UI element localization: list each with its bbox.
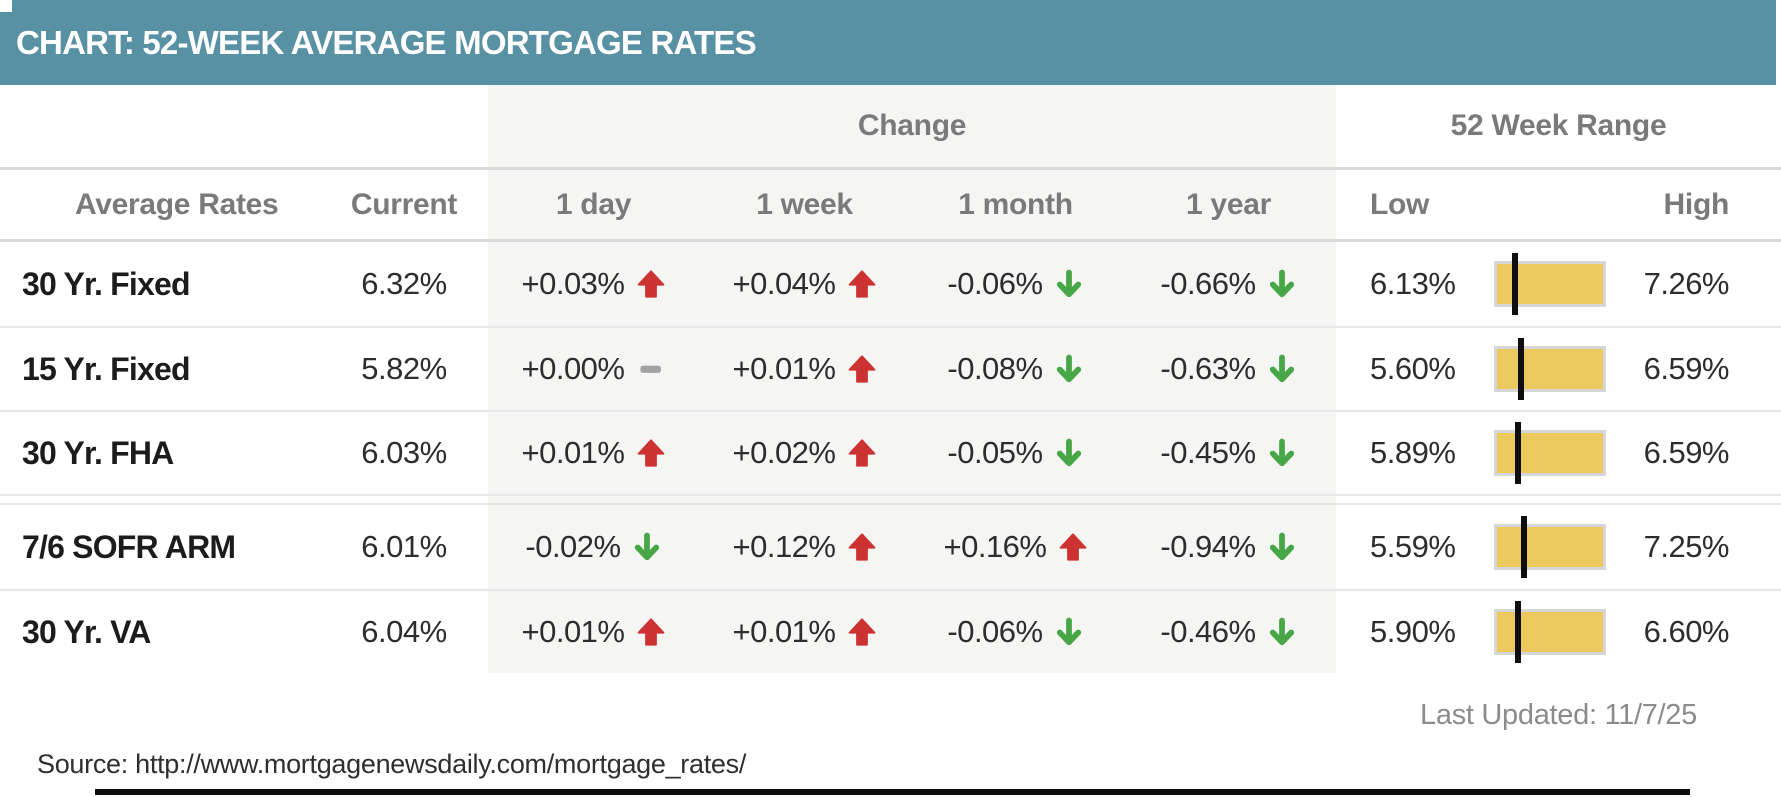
rate-name: 30 Yr. Fixed [22,265,191,302]
down-arrow-icon [1267,354,1297,384]
change-1month-value: -0.05% [947,435,1043,470]
current-value: 6.01% [361,529,447,564]
change-1week-value: +0.02% [732,435,836,470]
change-1day-value: +0.01% [521,435,625,470]
last-updated: Last Updated: 11/7/25 [1420,699,1697,731]
current-value: 6.04% [361,614,447,649]
down-arrow-icon [1267,438,1297,468]
current-value: 5.82% [361,351,447,386]
change-1day-value: +0.00% [521,351,625,386]
down-arrow-icon [1054,269,1084,299]
high-value: 6.59% [1643,435,1730,470]
range-bar [1494,338,1606,400]
col-header-current: Current [350,187,458,221]
table-row-15yr-fixed: 15 Yr. Fixed 5.82% +0.00% +0.01% -0.08% … [0,326,1781,410]
change-1month-value: -0.08% [947,351,1043,386]
down-arrow-icon [1267,617,1297,647]
group-header-row: Change 52 Week Range [0,85,1781,170]
current-value: 6.03% [361,435,447,470]
page-title: CHART: 52-WEEK AVERAGE MORTGAGE RATES [16,23,757,61]
change-1day-value: -0.02% [525,529,621,564]
current-rate-marker [1517,338,1524,400]
corner-notch [0,0,12,12]
low-value: 6.13% [1370,266,1456,301]
down-arrow-icon [632,532,662,562]
change-1year-value: -0.63% [1160,351,1256,386]
high-value: 6.59% [1643,351,1730,386]
up-arrow-icon [847,354,877,384]
up-arrow-icon [847,617,877,647]
col-header-1year: 1 year [1121,170,1336,239]
change-1week-value: +0.12% [732,529,836,564]
high-value: 7.26% [1643,266,1730,301]
bottom-border-strip [95,789,1690,795]
table-row-30yr-fha: 30 Yr. FHA 6.03% +0.01% +0.02% -0.05% -0… [0,410,1781,494]
col-header-high: High [1663,187,1730,221]
col-header-low: Low [1370,187,1430,221]
current-rate-marker [1520,516,1527,578]
down-arrow-icon [1267,269,1297,299]
low-value: 5.90% [1370,614,1456,649]
down-arrow-icon [1054,354,1084,384]
rate-name: 30 Yr. FHA [22,434,174,471]
column-header-row: Average Rates Current 1 day 1 week 1 mon… [0,170,1781,242]
col-header-range-bar [1480,170,1620,239]
section-divider [0,494,1781,505]
change-1month-value: -0.06% [947,266,1043,301]
current-rate-marker [1511,253,1518,315]
current-value: 6.32% [361,266,447,301]
low-value: 5.89% [1370,435,1456,470]
up-arrow-icon [847,532,877,562]
rate-name: 30 Yr. VA [22,613,151,650]
change-1week-value: +0.01% [732,614,836,649]
rate-name: 7/6 SOFR ARM [22,528,236,565]
low-value: 5.60% [1370,351,1456,386]
current-rate-marker [1515,601,1522,663]
table-row-30yr-fixed: 30 Yr. Fixed 6.32% +0.03% +0.04% -0.06% … [0,242,1781,326]
table-row-76-sofr-arm: 7/6 SOFR ARM 6.01% -0.02% +0.12% +0.16% … [0,505,1781,589]
range-bar [1494,422,1606,484]
change-1week-value: +0.01% [732,351,836,386]
source-note: Source: http://www.mortgagenewsdaily.com… [37,749,747,779]
change-1week-value: +0.04% [732,266,836,301]
change-1year-value: -0.66% [1160,266,1256,301]
change-1year-value: -0.45% [1160,435,1256,470]
col-header-1month: 1 month [910,170,1121,239]
range-bar [1494,516,1606,578]
change-1day-value: +0.01% [521,614,625,649]
change-1month-value: +0.16% [943,529,1047,564]
high-value: 6.60% [1643,614,1730,649]
up-arrow-icon [847,438,877,468]
change-1month-value: -0.06% [947,614,1043,649]
flat-dash-icon [636,354,666,384]
col-header-1day: 1 day [488,170,699,239]
col-header-1week: 1 week [699,170,910,239]
low-value: 5.59% [1370,529,1456,564]
group-header-change: Change [488,85,1336,167]
up-arrow-icon [636,617,666,647]
group-header-range: 52 Week Range [1450,109,1667,142]
down-arrow-icon [1267,532,1297,562]
down-arrow-icon [1054,617,1084,647]
current-rate-marker [1515,422,1522,484]
rate-name: 15 Yr. Fixed [22,350,191,387]
col-header-average-rates: Average Rates [75,187,279,221]
range-bar [1494,253,1606,315]
change-1year-value: -0.46% [1160,614,1256,649]
up-arrow-icon [847,269,877,299]
table-row-30yr-va: 30 Yr. VA 6.04% +0.01% +0.01% -0.06% -0.… [0,589,1781,673]
group-header-spacer [0,85,488,167]
header-bar: CHART: 52-WEEK AVERAGE MORTGAGE RATES [0,0,1776,85]
change-1year-value: -0.94% [1160,529,1256,564]
down-arrow-icon [1054,438,1084,468]
up-arrow-icon [1058,532,1088,562]
high-value: 7.25% [1643,529,1730,564]
range-bar [1494,601,1606,663]
up-arrow-icon [636,269,666,299]
change-1day-value: +0.03% [521,266,625,301]
up-arrow-icon [636,438,666,468]
